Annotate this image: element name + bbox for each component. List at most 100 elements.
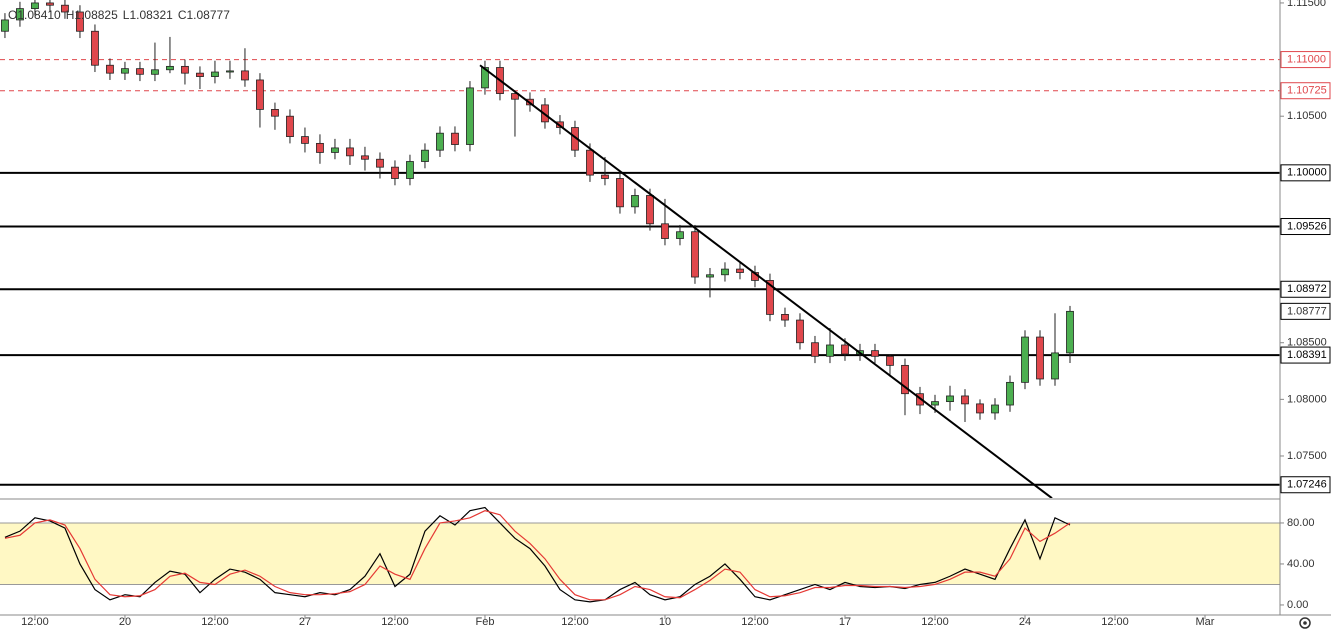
candle-body [796, 319, 804, 344]
candle-body [196, 72, 204, 77]
candle-body [1051, 352, 1059, 380]
candle-body [706, 274, 714, 278]
ohlc-value: O1.08410 [8, 8, 61, 22]
ohlc-value: C1.08777 [178, 8, 230, 22]
x-tick-label: 12:00 [381, 616, 409, 628]
x-tick-label: Mar [1196, 616, 1215, 628]
candle-body [1006, 381, 1014, 406]
candle-body [691, 231, 699, 278]
settings-icon[interactable] [1299, 617, 1311, 629]
x-tick-label: 17 [839, 616, 851, 628]
y-tick-label: 1.07500 [1287, 450, 1327, 462]
candle-body [376, 158, 384, 168]
candle-body [31, 2, 39, 10]
candle-body [601, 174, 609, 179]
candle-body [676, 231, 684, 239]
x-tick-label: 12:00 [1101, 616, 1129, 628]
level-label-box [1280, 280, 1331, 298]
ohlc-value: L1.08321 [123, 8, 173, 22]
candle-body [661, 223, 669, 239]
candle-body [286, 115, 294, 137]
oscillator-pane [0, 506, 1280, 603]
level-label-box [1280, 218, 1331, 236]
level-label-box [1280, 346, 1331, 364]
level-label: 1.11000 [1287, 53, 1326, 65]
y-tick-label: 1.11500 [1287, 0, 1326, 9]
candle-body [151, 69, 159, 75]
candle-body [436, 132, 444, 151]
ohlc-value: H1.08825 [66, 8, 118, 22]
candle-body [166, 65, 174, 71]
candle-body [886, 355, 894, 366]
candle-body [1036, 336, 1044, 380]
candle-body [991, 404, 999, 414]
candle-body [121, 68, 129, 74]
candle-body [901, 364, 909, 395]
candle-body [421, 149, 429, 162]
level-label-box [1280, 82, 1331, 100]
oscillator-line [4, 510, 1071, 601]
candle-body [871, 350, 879, 357]
candle-body [391, 166, 399, 179]
candle-body [76, 11, 84, 32]
x-tick-label: 12:00 [921, 616, 949, 628]
x-tick-label: 12:00 [201, 616, 229, 628]
candle-body [346, 147, 354, 157]
level-label: 1.08972 [1287, 283, 1327, 295]
candle-body [211, 71, 219, 77]
level-label: 1.09526 [1287, 220, 1327, 232]
y-tick-label: 40.00 [1287, 558, 1315, 570]
candle-body [256, 79, 264, 110]
candle-body [841, 344, 849, 355]
candle-body [481, 67, 489, 89]
x-tick-label: 12:00 [741, 616, 769, 628]
candle-body [301, 136, 309, 144]
candle-body [16, 8, 24, 21]
candle-body [1, 19, 9, 32]
candle-body [451, 132, 459, 145]
x-tick-label: Feb [475, 616, 494, 628]
candle-body [721, 268, 729, 276]
x-tick-label: 12:00 [21, 616, 49, 628]
candle-body [616, 178, 624, 208]
oscillator-band [0, 522, 1280, 585]
candle-body [646, 195, 654, 225]
candle-body [61, 4, 69, 13]
level-label: 1.07246 [1287, 479, 1327, 491]
level-label-box [1280, 164, 1331, 182]
price-pane [0, 0, 1280, 498]
candle-body [331, 147, 339, 153]
candle-body [1021, 336, 1029, 383]
candle-body [466, 87, 474, 145]
candle-body [241, 70, 249, 81]
candle-body [406, 161, 414, 179]
y-tick-label: 1.10500 [1287, 110, 1327, 122]
level-label-box [1280, 476, 1331, 494]
candle-body [631, 195, 639, 208]
ohlc-legend: O1.08410 H1.08825 L1.08321 C1.08777 [8, 8, 230, 22]
level-label: 1.10000 [1287, 167, 1327, 179]
y-tick-label: 80.00 [1287, 517, 1315, 529]
candle-body [361, 155, 369, 160]
candle-body [826, 344, 834, 357]
candle-body [271, 109, 279, 117]
candle-body [961, 395, 969, 405]
candle-body [946, 395, 954, 403]
level-label: 1.10725 [1287, 85, 1327, 97]
y-tick-label: 0.00 [1287, 599, 1308, 611]
x-tick-label: 24 [1019, 616, 1031, 628]
candle-body [976, 403, 984, 414]
x-tick-label: 10 [659, 616, 671, 628]
y-tick-label: 1.08500 [1287, 337, 1327, 349]
y-tick-label: 1.08000 [1287, 393, 1327, 405]
candle-body [91, 30, 99, 66]
axes: 1.11500 1.10500 1.08500 1.08000 1.07500 12:00… [21, 0, 1331, 628]
level-label: 1.08391 [1287, 349, 1327, 361]
candle-body [1066, 310, 1074, 354]
candle-body [181, 65, 189, 74]
candle-body [511, 93, 519, 100]
trendline [479, 64, 1053, 498]
candle-body [136, 68, 144, 75]
